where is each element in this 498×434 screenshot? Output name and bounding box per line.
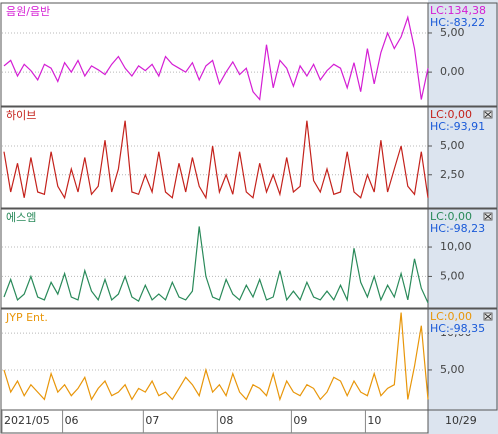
- x-tick-label: 10/29: [445, 414, 477, 427]
- y-tick-label: 2,50: [440, 168, 465, 181]
- y-tick-label: 0,00: [440, 65, 465, 78]
- series-line: [3, 226, 429, 304]
- x-tick-label: 06: [65, 414, 79, 427]
- lc-label: LC:0,00: [430, 310, 472, 323]
- panel-title: 하이브: [6, 108, 36, 122]
- y-tick-label: 5,00: [440, 269, 465, 282]
- x-tick-label: 09: [293, 414, 307, 427]
- series-line: [3, 120, 429, 200]
- panel-close-icon: [484, 111, 492, 118]
- hc-label: HC:-98,35: [430, 322, 485, 335]
- lc-label: LC:0,00: [430, 108, 472, 121]
- lc-label: LC:134,38: [430, 4, 486, 17]
- panel-title: 음원/음반: [6, 5, 50, 18]
- y-tick-label: 10,00: [440, 240, 472, 253]
- panel-title: 에스엠: [6, 211, 36, 224]
- label-backing: [429, 108, 483, 132]
- label-backing: [429, 210, 483, 234]
- label-backing: [429, 4, 483, 28]
- x-tick-label: 2021/05: [4, 414, 50, 427]
- x-axis-band: [0, 409, 429, 434]
- panel-title: JYP Ent.: [5, 311, 48, 324]
- label-backing: [429, 310, 483, 334]
- y-tick-label: 5,00: [440, 139, 465, 152]
- lc-label: LC:0,00: [430, 210, 472, 223]
- hc-label: HC:-93,91: [430, 120, 485, 133]
- panel-frame: [0, 106, 498, 209]
- panel-close-icon: [484, 313, 492, 320]
- hc-label: HC:-83,22: [430, 16, 485, 29]
- panel-frame: [0, 2, 498, 107]
- panel-close-icon: [484, 213, 492, 220]
- series-line: [3, 312, 429, 402]
- x-tick-label: 08: [219, 414, 233, 427]
- hc-label: HC:-98,23: [430, 222, 485, 235]
- x-tick-label: 07: [145, 414, 159, 427]
- y-tick-label: 5,00: [440, 26, 465, 39]
- y-tick-label: 5,00: [440, 363, 465, 376]
- series-line: [3, 15, 429, 101]
- panel-frame: [0, 208, 498, 309]
- x-tick-label: 10: [367, 414, 381, 427]
